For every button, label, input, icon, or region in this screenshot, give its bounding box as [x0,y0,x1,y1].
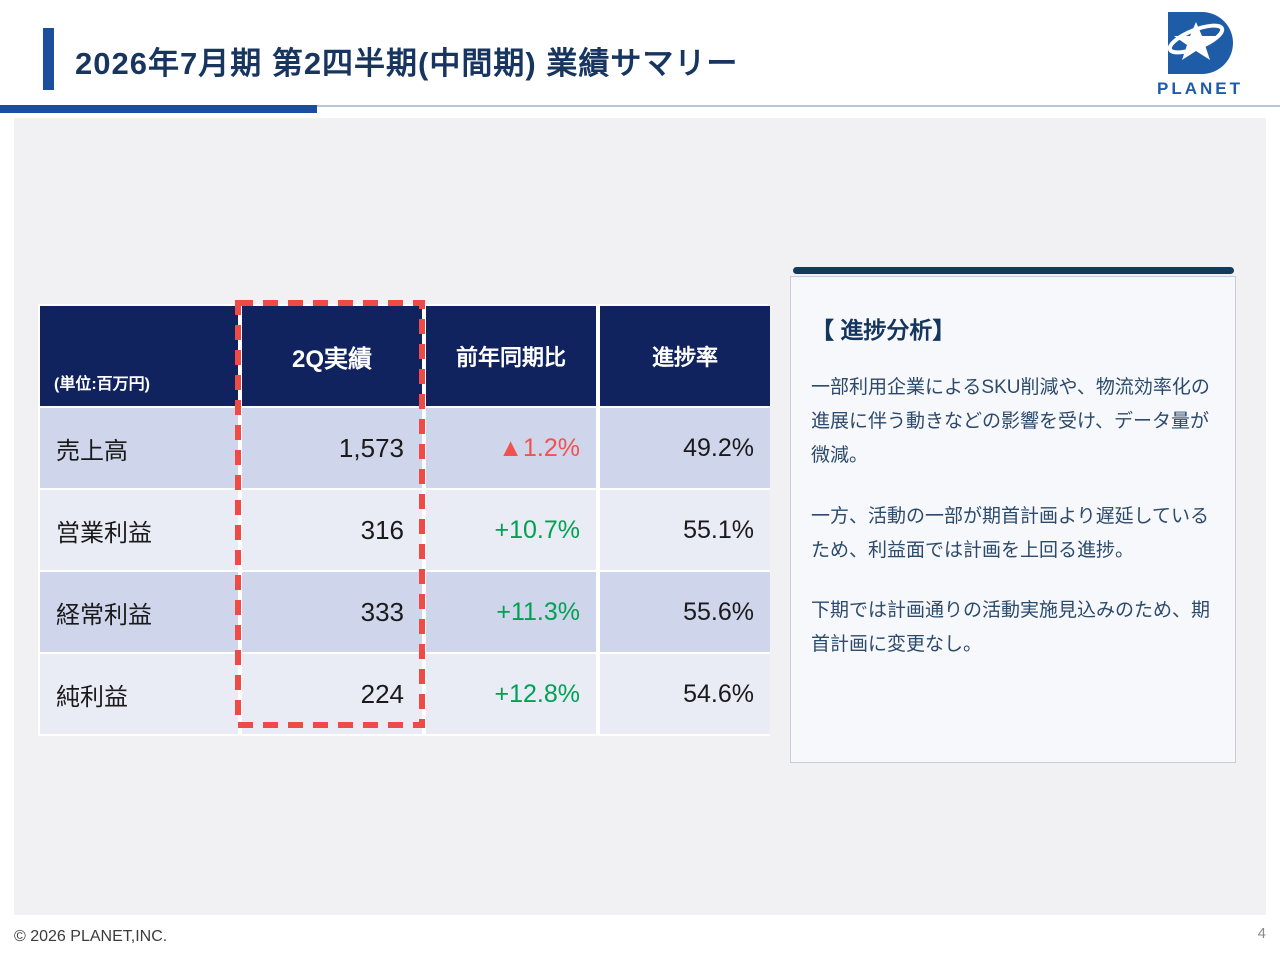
row-yoy-value: +12.8% [426,654,596,734]
row-progress-value: 54.6% [600,654,770,734]
planet-logo: PLANET [1150,12,1250,98]
row-actual-value: 316 [242,490,422,570]
analysis-paragraph: 一方、活動の一部が期首計画より遅延しているため、利益面では計画を上回る進捗。 [811,505,1210,561]
header-divider-thick [0,105,317,113]
planet-logo-text: PLANET [1157,79,1243,98]
row-yoy-value: +10.7% [426,490,596,570]
row-actual-value: 224 [242,654,422,734]
analysis-paragraph: 一部利用企業によるSKU削減や、物流効率化の進展に伴う動きなどの影響を受け、デー… [811,377,1210,467]
column-header-yoy: 前年同期比 [426,306,596,406]
row-progress-value: 55.6% [600,572,770,652]
row-progress-value: 49.2% [600,408,770,488]
column-header-2q-actual: 2Q実績 [242,306,422,406]
page-number: 4 [1257,925,1266,942]
row-actual-value: 1,573 [242,408,422,488]
row-actual-value: 333 [242,572,422,652]
row-label: 経常利益 [40,572,238,652]
page-title: 2026年7月期 第2四半期(中間期) 業績サマリー [75,46,739,81]
analysis-panel: 【 進捗分析】 一部利用企業によるSKU削減や、物流効率化の進展に伴う動きなどの… [790,276,1236,763]
row-label: 売上高 [40,408,238,488]
row-label: 純利益 [40,654,238,734]
analysis-panel-top-bar [793,267,1234,274]
title-accent-bar [43,28,54,90]
financial-summary-table: (単位:百万円) 2Q実績 前年同期比 進捗率 売上高 1,573 ▲1.2% … [38,304,770,736]
analysis-paragraph: 下期では計画通りの活動実施見込みのため、期首計画に変更なし。 [811,599,1211,656]
column-header-progress: 進捗率 [600,306,770,406]
row-yoy-value: +11.3% [426,572,596,652]
analysis-title: 【 進捗分析】 [811,317,956,343]
copyright-text: © 2026 PLANET,INC. [14,928,168,945]
row-progress-value: 55.1% [600,490,770,570]
table-unit-label: (単位:百万円) [40,306,238,406]
row-yoy-value: ▲1.2% [426,408,596,488]
row-label: 営業利益 [40,490,238,570]
planet-logo-icon [1167,12,1233,74]
header-divider-thin [0,105,1280,107]
